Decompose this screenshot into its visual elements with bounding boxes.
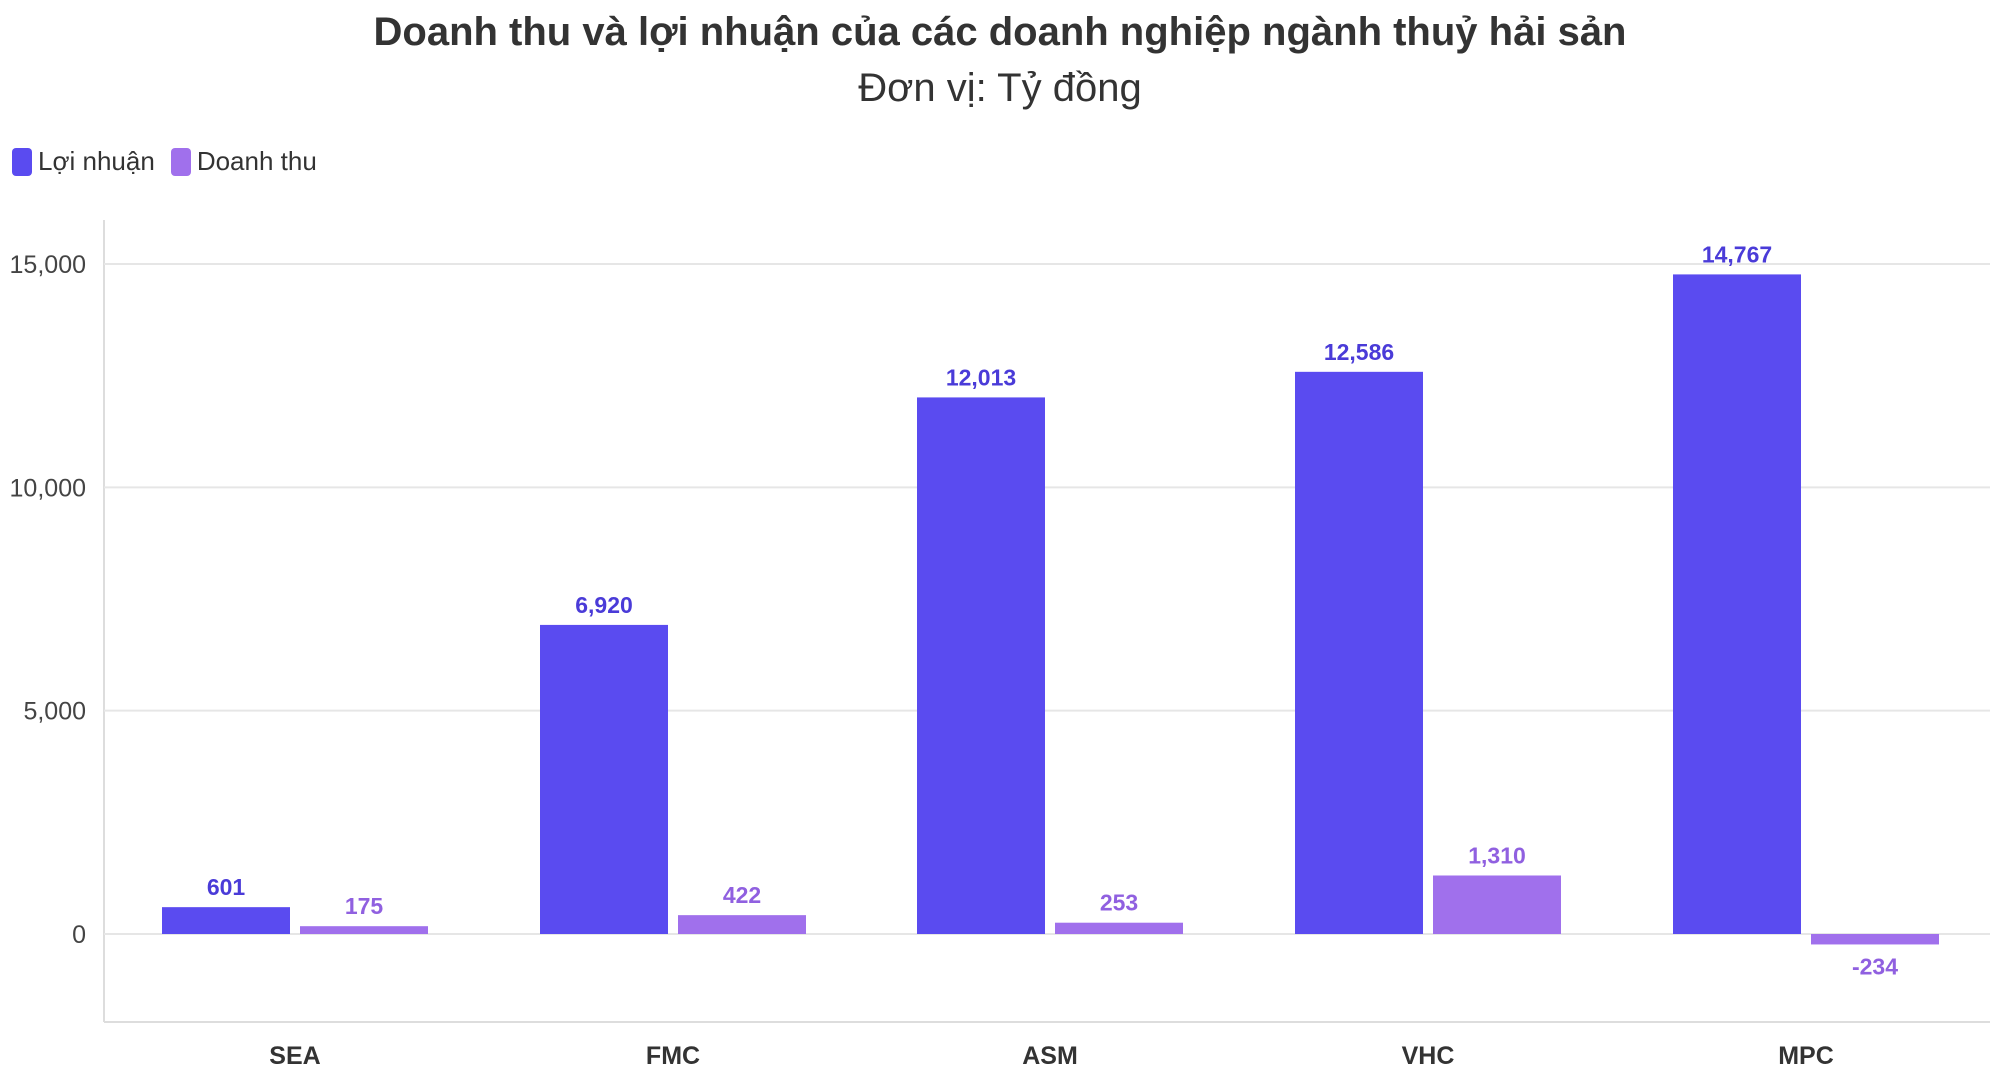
data-label: 1,310 [1468, 842, 1526, 868]
x-tick-label: SEA [269, 1042, 320, 1070]
legend-label-doanh-thu: Doanh thu [196, 146, 317, 176]
legend-swatch-loi-nhuan [12, 147, 32, 176]
data-label: -234 [1852, 953, 1898, 979]
y-tick-label: 15,000 [10, 251, 86, 279]
bar-doanh-thu-vhc[interactable] [1433, 875, 1561, 934]
chart-subtitle: Đơn vị: Tỷ đồng [858, 66, 1142, 110]
x-tick-label: FMC [646, 1042, 700, 1070]
bar-loi-nhuan-sea[interactable] [162, 907, 290, 934]
y-tick-label: 0 [72, 921, 86, 949]
data-label: 12,586 [1324, 339, 1394, 365]
data-label: 422 [723, 882, 761, 908]
legend: Lợi nhuận Doanh thu [12, 146, 317, 177]
bar-loi-nhuan-asm[interactable] [917, 397, 1045, 935]
legend-label-loi-nhuan: Lợi nhuận [38, 146, 155, 176]
legend-swatch-doanh-thu [170, 147, 191, 176]
bar-doanh-thu-fmc[interactable] [678, 915, 806, 934]
legend-item-doanh-thu[interactable]: Doanh thu [170, 146, 317, 177]
data-label: 175 [345, 893, 384, 919]
x-tick-label: MPC [1778, 1042, 1834, 1070]
data-label: 12,013 [946, 364, 1016, 390]
bar-loi-nhuan-vhc[interactable] [1295, 371, 1423, 935]
bar-loi-nhuan-mpc[interactable] [1673, 274, 1801, 934]
y-tick-label: 10,000 [10, 474, 86, 502]
data-label: 601 [207, 874, 246, 900]
bar-doanh-thu-sea[interactable] [300, 926, 428, 934]
data-label: 253 [1100, 890, 1138, 916]
data-label: 6,920 [575, 592, 633, 618]
y-tick-label: 5,000 [23, 698, 86, 726]
data-label: 14,767 [1702, 241, 1772, 267]
x-tick-label: ASM [1022, 1042, 1078, 1070]
bar-doanh-thu-asm[interactable] [1055, 922, 1183, 934]
x-tick-label: VHC [1402, 1042, 1455, 1070]
chart-title: Doanh thu và lợi nhuận của các doanh ngh… [373, 10, 1627, 54]
legend-item-loi-nhuan[interactable]: Lợi nhuận [12, 146, 155, 177]
bar-doanh-thu-mpc[interactable] [1811, 934, 1939, 945]
bar-loi-nhuan-fmc[interactable] [540, 624, 668, 934]
